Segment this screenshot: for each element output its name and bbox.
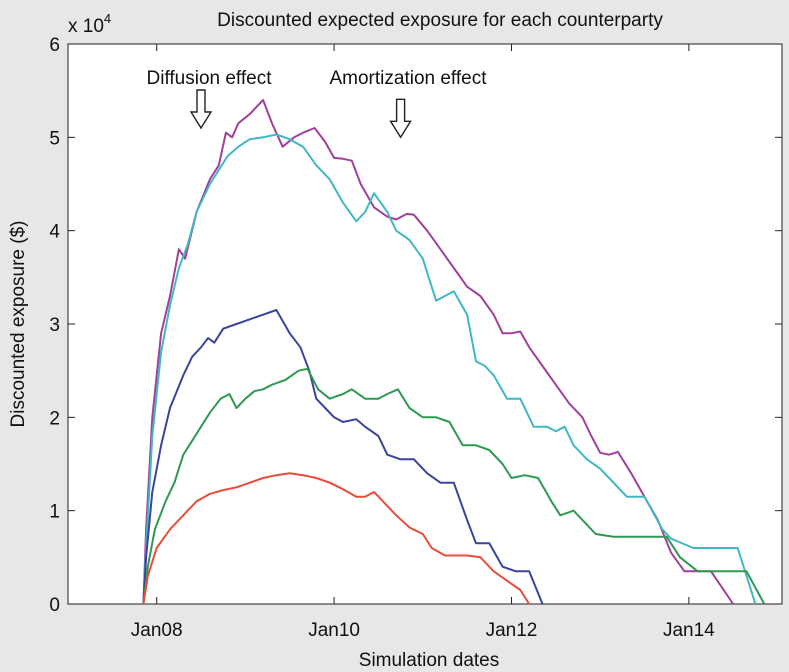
series-line-4 — [142, 367, 766, 605]
y-tick-label: 5 — [49, 128, 60, 149]
series-line-2 — [142, 133, 757, 605]
x-tick-label: Jan08 — [131, 620, 183, 641]
chart-title: Discounted expected exposure for each co… — [217, 10, 663, 31]
y-tick-label: 0 — [49, 595, 60, 616]
y-tick-label: 6 — [49, 35, 60, 56]
y-tick-label: 3 — [49, 315, 60, 336]
x-tick-label: Jan14 — [663, 620, 715, 641]
x-axis-label: Simulation dates — [359, 650, 499, 671]
y-tick-label: 2 — [49, 408, 60, 429]
series-line-5 — [142, 472, 531, 605]
y-axis-label: Discounted exposure ($) — [8, 221, 29, 428]
annotation-arrow-2 — [389, 98, 412, 139]
annotation-arrows — [189, 89, 412, 139]
x-tick-label: Jan10 — [308, 620, 360, 641]
y-scale-label: x 104 — [68, 11, 111, 37]
y-scale-exponent: 4 — [104, 11, 111, 26]
annotation-amortization-label: Amortization effect — [329, 68, 487, 89]
plot-area — [67, 43, 783, 605]
y-tick-label: 1 — [49, 502, 60, 523]
y-tick-label: 4 — [49, 222, 60, 243]
series-line-1 — [142, 99, 735, 605]
series-group — [142, 99, 766, 605]
axis-ticks: 0 1 2 3 4 5 6 Jan08 Jan10 Jan12 Jan14 — [49, 35, 782, 641]
annotation-diffusion-label: Diffusion effect — [147, 68, 273, 89]
series-line-3 — [142, 309, 544, 605]
annotation-arrow-1 — [189, 89, 213, 130]
x-tick-label: Jan12 — [486, 620, 538, 641]
